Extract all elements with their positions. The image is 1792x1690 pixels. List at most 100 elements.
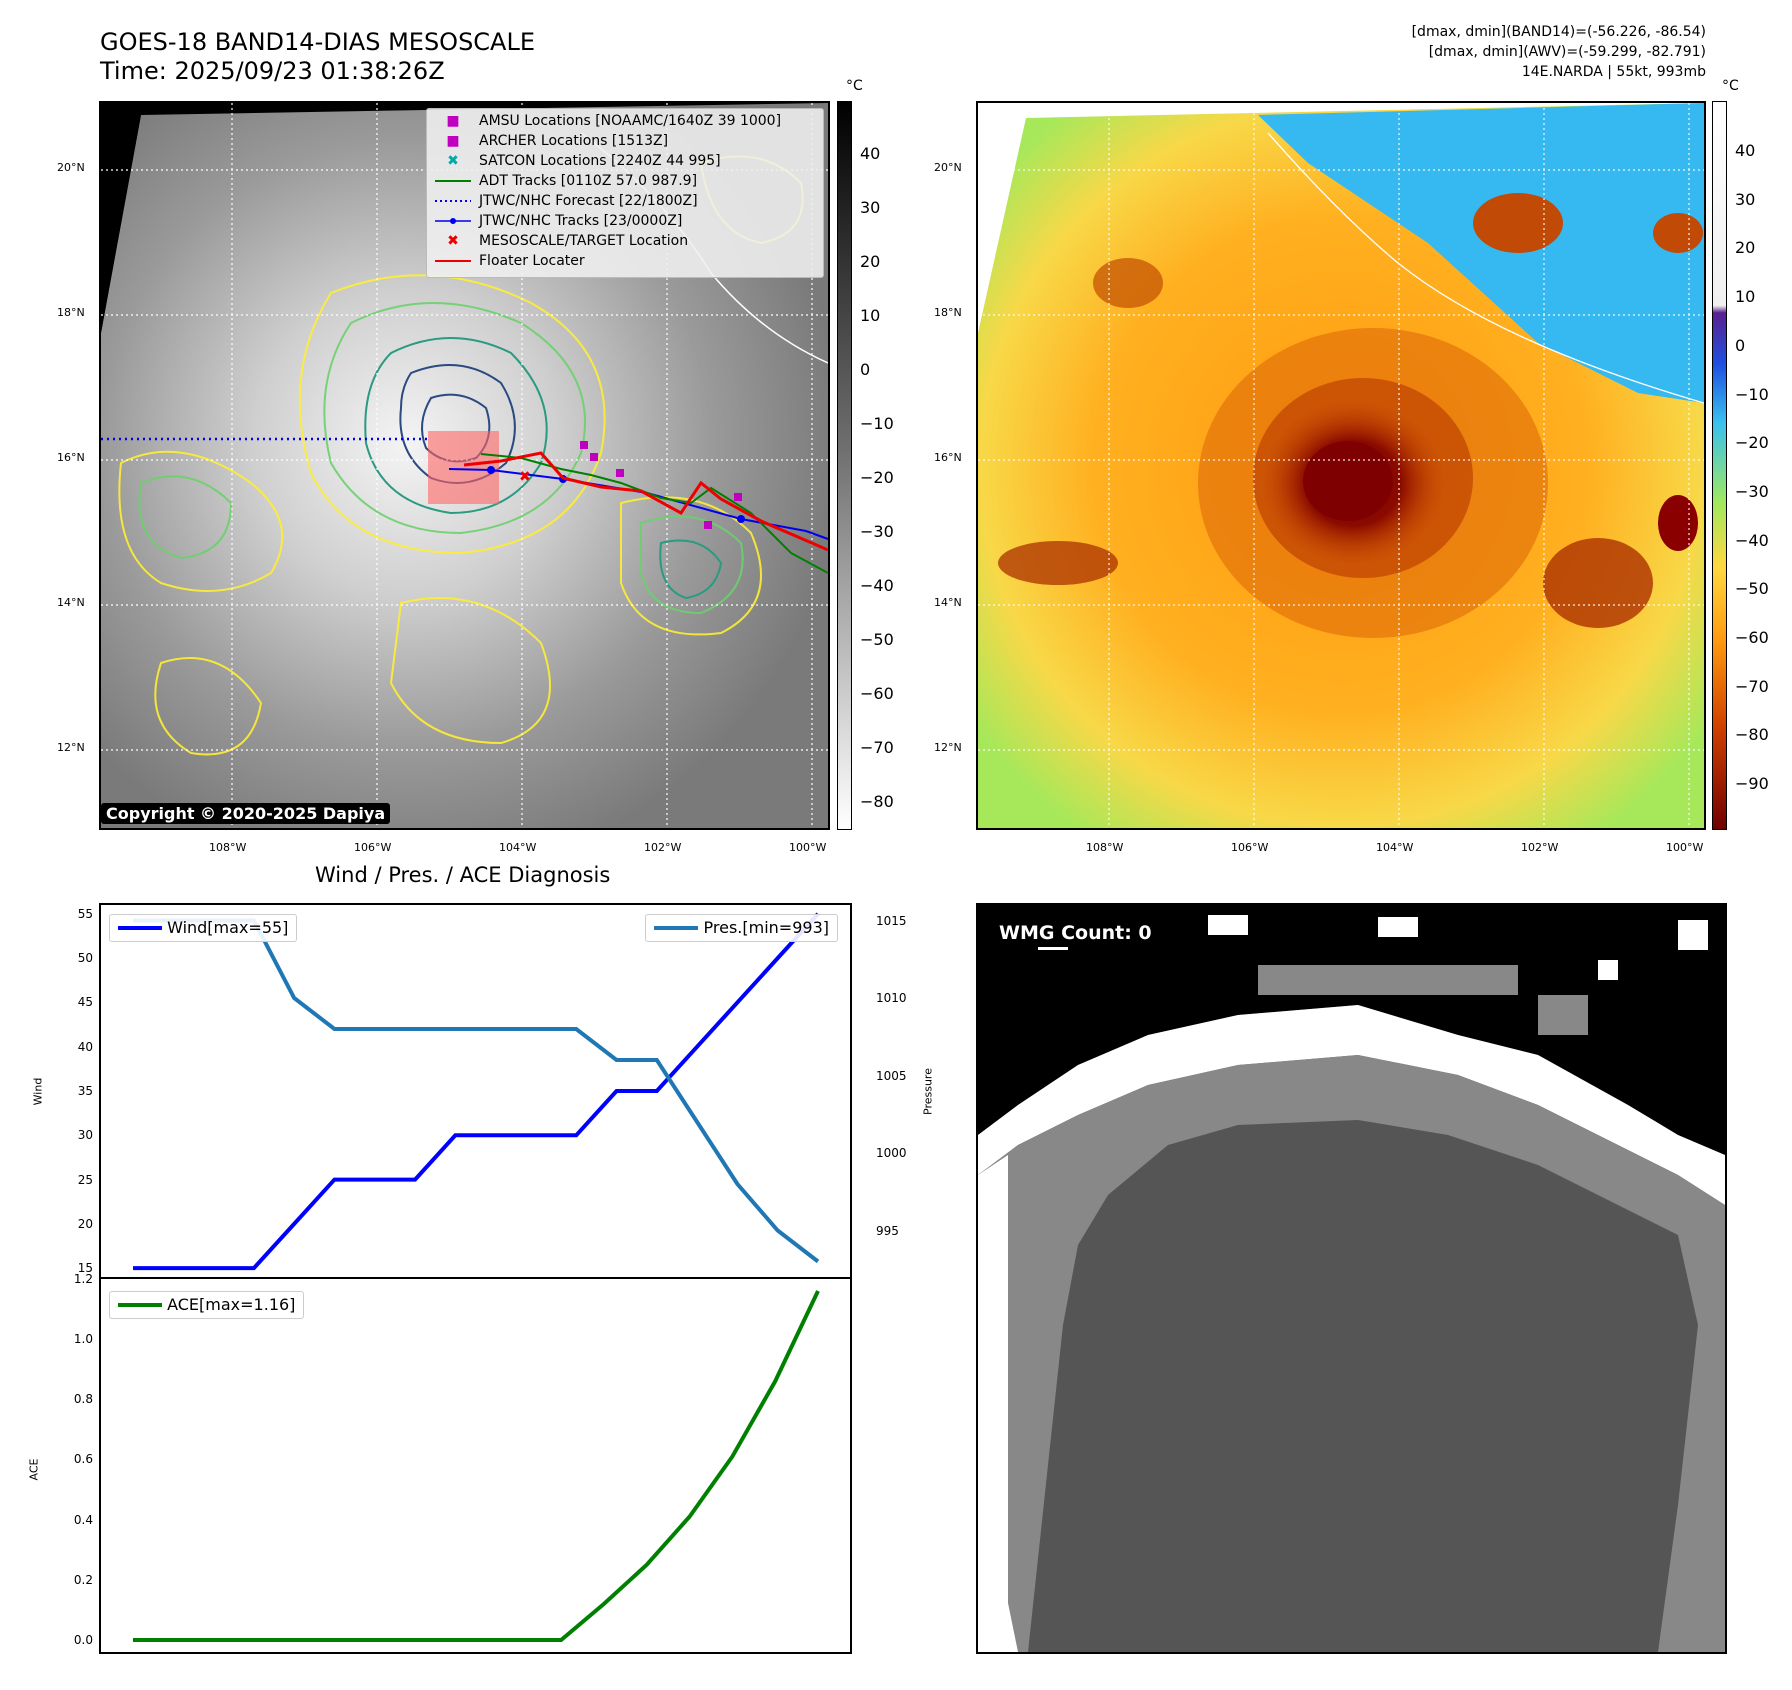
y-tick-label: 45 [77,995,93,1010]
y-tick-label: 1005 [876,1068,907,1083]
lon-label: 100°W [1666,841,1704,854]
dotted-line-icon [433,193,473,209]
colorbar-tick-label: −90 [1735,774,1769,794]
colorbar-tick-label: −20 [860,468,894,487]
colorbar-tick-label: −20 [1735,433,1769,453]
colorbar-tick-label: −50 [860,630,894,649]
legend-item-amsu: ■ AMSU Locations [NOAAMC/1640Z 39 1000] [433,113,781,129]
wind-pres-plot [133,912,820,1271]
pressure-series-line [133,918,820,1264]
lon-label: 108°W [1086,841,1124,854]
legend-item-forecast: JTWC/NHC Forecast [22/1800Z] [433,193,698,209]
wmg-image [978,905,1725,1652]
line-icon [433,173,473,189]
chart-title: Wind / Pres. / ACE Diagnosis [315,863,611,887]
y-tick-label: 1015 [876,913,907,928]
wmg-count-label: WMG Count: 0 [993,919,1158,947]
y-tick-label: 0.4 [73,1512,93,1527]
colorbar-tick-label: −70 [860,738,894,757]
wind-legend-line-icon [118,926,162,930]
copyright-label: Copyright © 2020-2025 Dapiya [101,803,391,824]
ace-chart: ACE[max=1.16] [99,1277,852,1654]
info-line1: [dmax, dmin](BAND14)=(-56.226, -86.54) [1411,24,1706,40]
x-marker-icon: ✖ [447,233,459,249]
colorbar-tick-label: 10 [860,306,881,325]
colorbar-tick-label: −60 [860,684,894,703]
wind-legend: Wind[max=55] [109,914,298,942]
ace-legend: ACE[max=1.16] [109,1291,305,1319]
y-tick-label: 1.0 [73,1332,93,1347]
lon-label: 104°W [1376,841,1414,854]
lat-label: 12°N [934,741,962,754]
legend-item-target: ✖ MESOSCALE/TARGET Location [433,233,688,249]
colorbar-tick-label: 0 [1735,335,1746,355]
lon-label: 102°W [644,841,682,854]
colorbar-tick-label: −30 [1735,481,1769,501]
ir-colorbar [837,101,852,830]
y-tick-label: 50 [77,951,93,966]
colorbar-tick-label: 0 [860,360,871,379]
figure-title-line1: GOES-18 BAND14-DIAS MESOSCALE [100,28,536,56]
legend-item-archer: ■ ARCHER Locations [1513Z] [433,133,668,149]
colorbar-tick-label: −80 [860,792,894,811]
y-tick-label: 0.8 [73,1392,93,1407]
wind-axis-label: Wind [31,1077,45,1106]
y-tick-label: 1.2 [73,1272,93,1286]
figure-title-line2: Time: 2025/09/23 01:38:26Z [100,57,445,85]
legend-item-adt: ADT Tracks [0110Z 57.0 987.9] [433,173,697,189]
square-marker-icon: ■ [446,113,460,129]
y-tick-label: 0.2 [73,1572,93,1587]
diag-map-panel [976,101,1706,830]
pressure-axis-label: Pressure [921,1068,935,1115]
colorbar-tick-label: 30 [1735,189,1756,209]
lat-label: 14°N [934,596,962,609]
y-tick-label: 1000 [876,1146,907,1160]
y-tick-label: 0.0 [73,1632,93,1647]
legend-item-satcon: ✖ SATCON Locations [2240Z 44 995] [433,153,721,169]
lon-label: 106°W [1231,841,1269,854]
pres-legend: Pres.[min=993] [645,914,838,942]
colorbar-tick-label: −40 [1735,530,1769,550]
wmg-panel: WMG Count: 0 [976,903,1727,1654]
diag-colorbar [1712,101,1727,830]
pres-legend-line-icon [654,926,699,930]
lat-label: 14°N [57,596,85,609]
colorbar-tick-label: 40 [860,144,881,163]
colorbar-tick-label: −60 [1735,628,1769,647]
line-icon [433,253,473,269]
ace-series-line [133,1290,820,1642]
colorbar-tick-label: −10 [860,414,894,433]
ir-map-legend: ■ AMSU Locations [NOAAMC/1640Z 39 1000] ■… [426,108,824,278]
ir-map-image: ✖ [101,103,828,828]
info-line2: [dmax, dmin](AWV)=(-59.299, -82.791) [1428,44,1706,60]
wind-pres-chart: Wind[max=55] Pres.[min=993] [99,903,852,1279]
ir-map-panel: ✖ ■ AMSU Locations [NOAAMC/1640Z 39 1000]… [99,101,830,830]
y-tick-label: 0.6 [73,1452,93,1467]
x-marker-icon: ✖ [447,153,459,169]
colorbar-tick-label: 10 [1735,287,1756,307]
colorbar-tick-label: 20 [1735,238,1756,258]
y-tick-label: 15 [77,1261,93,1276]
lon-label: 108°W [209,841,247,854]
colorbar-tick-label: −70 [1735,676,1769,696]
colorbar-unit: °C [1722,78,1739,94]
lon-label: 104°W [499,841,537,854]
lat-label: 18°N [57,306,85,319]
y-tick-label: 55 [77,906,93,921]
colorbar-tick-label: 30 [860,198,881,217]
lon-label: 106°W [354,841,392,854]
lat-label: 12°N [57,741,85,754]
ace-plot [133,1290,820,1642]
y-tick-label: 995 [876,1223,899,1238]
ace-legend-line-icon [118,1303,162,1307]
legend-item-floater: Floater Locater [433,253,585,269]
y-tick-label: 20 [77,1216,93,1231]
colorbar-tick-label: 40 [1735,141,1756,160]
lon-label: 100°W [789,841,827,854]
colorbar-tick-label: −50 [1735,579,1769,599]
wind-series-line [133,912,820,1271]
svg-text:✖: ✖ [519,469,531,485]
colorbar-tick-label: 20 [860,252,881,271]
lon-label: 102°W [1521,841,1559,854]
y-tick-label: 1010 [876,991,907,1005]
